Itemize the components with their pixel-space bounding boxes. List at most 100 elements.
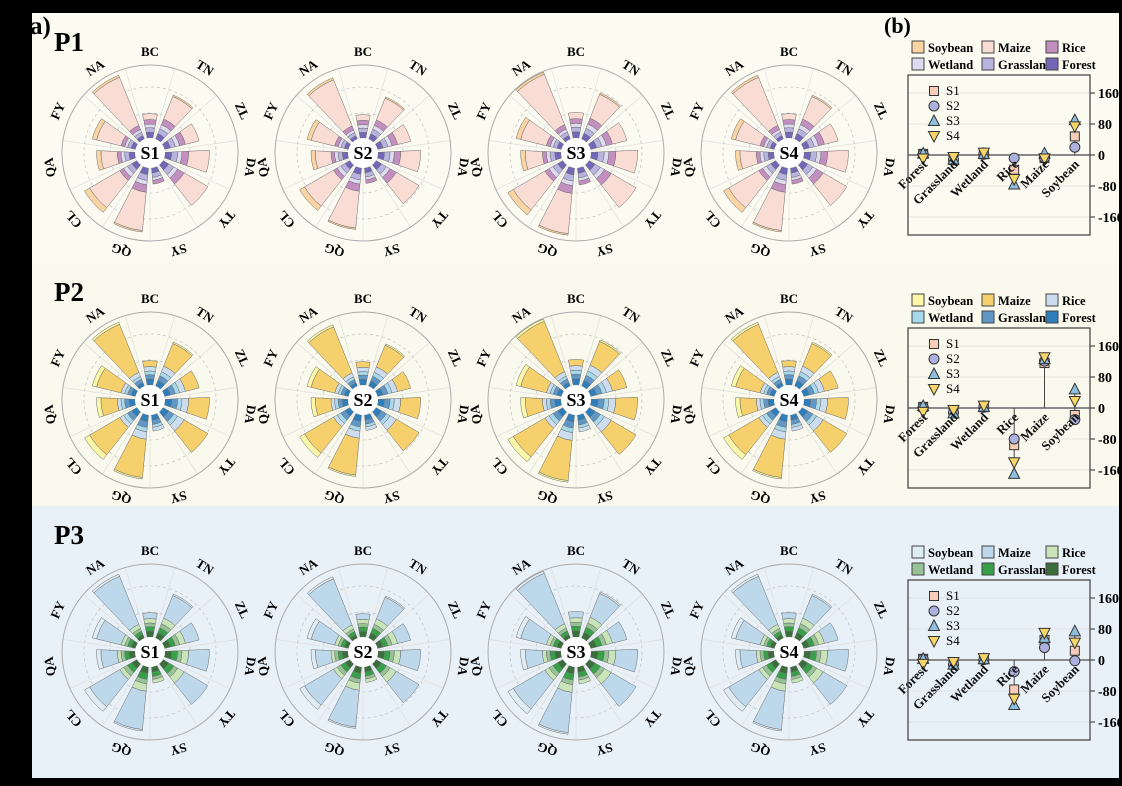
polar-gridline [722,585,856,719]
rose-wedge-maize [568,611,584,619]
rose-sector-label: TN [193,56,217,79]
rose-wedge-maize [328,433,360,476]
polar-spoke [62,639,137,651]
polar-spoke [337,68,360,140]
rose-wedge-soybean [723,434,747,460]
series-legend-label: S4 [946,633,960,648]
legend-label: Soybean [928,41,973,55]
rose-wedge-maize [391,371,411,392]
rose-sector-label: FY [473,99,494,122]
rose-sector-label: TN [406,555,430,578]
rose-wedge-maize [818,370,839,392]
rose-sector-label: TN [619,56,643,79]
rose-sector-label: QA [680,655,698,677]
polar-spoke [160,95,217,145]
triangle-down-marker [947,151,960,165]
polar-spoke [495,158,564,190]
legend-swatch-wetland [911,57,925,71]
polar-gridline [509,333,643,467]
triangle-down-marker [977,147,991,160]
rose-sector-label: TY [215,208,239,232]
polar-spoke [550,567,573,639]
rose-sector-label: TY [428,707,452,731]
rose-wedge-soybean [507,436,532,463]
polar-spoke [83,95,140,145]
ytick-label: -160 [1098,716,1120,731]
rose-sector-label: DA [455,656,473,677]
rose-wedge-soybean [91,118,106,141]
rose-wedge-maize [781,612,797,620]
polar-spoke [163,387,238,399]
polar-spoke [801,405,870,437]
rose-sector-label: FY [473,346,494,369]
circle-marker [928,100,940,112]
polar-spoke [722,594,779,644]
polar-spoke [589,639,664,651]
rose-sector-label: CL [487,706,510,730]
rose-sector-label: QA [680,403,698,425]
rose-wedge-forest [145,378,155,386]
polar-spoke [282,158,351,190]
polar-spoke [83,342,140,392]
polar-gridline [83,585,217,719]
rose-center-label: S4 [779,390,798,410]
polar-spoke [153,315,176,387]
rose-sector-label: SY [594,241,615,260]
rose-wedge-rice [782,366,796,372]
rose-sector-label: TN [406,56,430,79]
rose-sector-label: QG [110,739,134,759]
polar-spoke [153,567,176,639]
rose-wedge-rice [569,617,583,624]
rose-sector-label: ZL [232,347,253,369]
legend-label: Soybean [928,294,973,308]
polar-spoke [160,594,217,644]
ytick-label: -160 [1098,211,1120,226]
polar-spoke [509,95,566,145]
rose-center-label: S2 [353,390,372,410]
rose-sector-label: BC [141,291,159,306]
rose-wedge-rice [143,618,157,624]
rose-wedge-soybean [306,324,334,344]
rose-sector-label: QA [41,403,59,425]
rose-wedge-soybean [306,618,320,640]
polar-spoke [589,387,664,399]
rose-wedge-maize [606,122,628,145]
polar-spoke [275,140,350,152]
triangle-down-marker [1007,693,1021,706]
polar-spoke [157,663,198,727]
rose-wedge-maize [538,687,573,733]
polar-spoke [802,387,877,399]
triangle-down-marker [916,153,930,166]
rose-wedge-soybean [172,94,194,110]
legend-label: Grassland [998,311,1053,325]
rose-sector-label: BC [567,291,585,306]
rose-wedge-maize [355,114,371,122]
rose-sector-label: SY [594,488,615,507]
polar-spoke [337,315,360,387]
polar-spoke [708,657,777,689]
rose-wedge-soybean [811,94,833,110]
legend-swatch-grassland [981,57,995,71]
polar-spoke [792,567,815,639]
rose-wedge-forest [802,650,811,660]
rose-center [135,385,165,415]
rose-wedge-rice [365,675,378,683]
rose-wedge-grassland [783,626,795,632]
legend-swatch-forest [1045,57,1059,71]
rose-sector-label: ZL [445,347,466,369]
polar-spoke [102,164,143,228]
legend-swatch-grassland [981,310,995,324]
rose-center [774,138,804,168]
rose-wedge-maize [100,397,120,417]
polar-spoke [588,657,657,689]
rose-sector-label: QG [323,739,347,759]
legend-label: Soybean [928,546,973,560]
rose-sector-label: FY [260,598,281,621]
rose-wedge-grassland [570,373,582,380]
legend-label: Maize [998,41,1031,55]
rose-sector-label: TY [215,455,239,479]
rose-wedge-grassland [358,127,368,133]
rose-sector-label: NA [83,303,107,326]
rose-chart-p2-s1: BC TN ZL DA TY SY QG CL QA FY NA S1 [41,291,260,507]
